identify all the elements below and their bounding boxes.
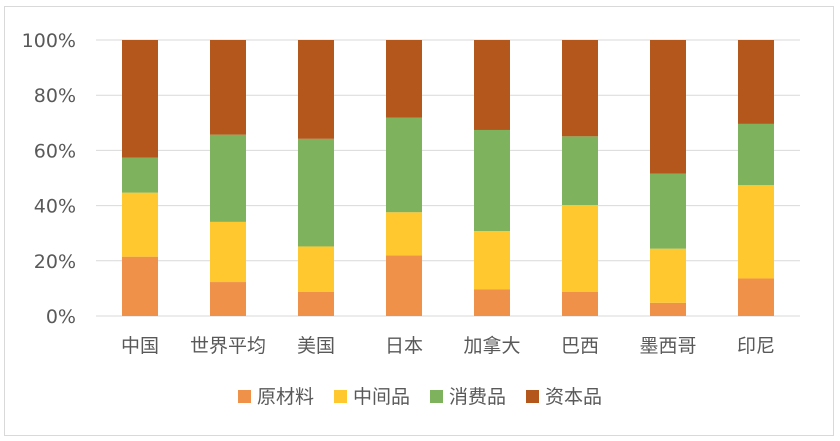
bar-segment [650,40,686,174]
legend-swatch [526,390,539,403]
x-tick-label: 日本 [385,335,423,357]
bar-segment [122,40,158,158]
legend-swatch [430,390,443,403]
bar-segment [298,138,334,247]
legend-label: 原材料 [257,386,314,408]
x-tick-label: 世界平均 [190,335,266,357]
bar-segment [210,134,246,222]
legend-swatch [334,390,347,403]
bar-segment [474,289,510,316]
bar-segment [562,205,598,292]
y-tick-label: 0% [46,306,76,328]
bar-segment [386,117,422,213]
bar-segment [562,136,598,206]
bar-segment [298,246,334,292]
legend-label: 资本品 [545,386,602,408]
bar-segment [122,192,158,257]
bar-segment [738,123,774,186]
x-tick-label: 美国 [297,335,335,357]
x-tick-label: 墨西哥 [639,335,696,357]
bar-segment [386,255,422,316]
bar-segment [122,256,158,316]
bar-segment [562,40,598,137]
bar-segment [210,40,246,135]
bar-segment [298,40,334,139]
bar-segment [738,40,774,124]
bar-segment [562,291,598,316]
x-tick-label: 加拿大 [463,334,520,357]
bar-segment [738,278,774,316]
bar-segment [474,40,510,130]
y-tick-label: 60% [34,140,76,162]
legend-label: 消费品 [449,386,506,408]
bar-segment [650,173,686,249]
bar-segment [474,129,510,231]
bar-segment [650,302,686,316]
legend-swatch [238,390,251,403]
legend-label: 中间品 [353,386,410,408]
bar-segment [386,212,422,256]
bar-segment [738,185,774,279]
bar-segment [474,230,510,290]
x-tick-label: 巴西 [561,335,599,357]
bar-segment [210,221,246,283]
bar-segment [122,157,158,193]
bar-segment [210,282,246,316]
y-tick-label: 20% [34,251,76,273]
x-tick-label: 中国 [121,335,159,357]
y-tick-label: 100% [22,30,76,52]
x-tick-label: 印尼 [737,335,775,357]
bar-segment [650,248,686,303]
y-tick-label: 80% [34,85,76,107]
bar-segment [298,291,334,316]
y-tick-label: 40% [34,196,76,218]
bar-segment [386,40,422,118]
